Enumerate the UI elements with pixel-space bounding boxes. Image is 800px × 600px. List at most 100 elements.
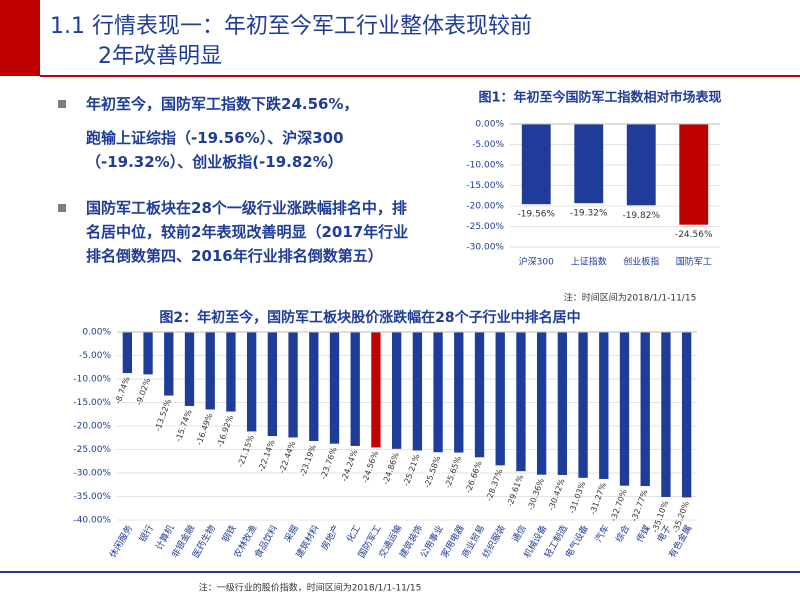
value-label: -22.44% [277, 440, 297, 475]
value-label: -16.49% [195, 412, 215, 447]
value-label: -23.76% [319, 446, 339, 481]
value-label: -24.56% [675, 230, 713, 240]
x-tick-label: 计算机 [153, 523, 177, 552]
value-label: -24.86% [381, 451, 401, 486]
bar [619, 332, 630, 486]
x-tick-label: 休闲服务 [107, 523, 135, 560]
value-label: -32.70% [609, 488, 629, 523]
x-tick-label: 通信 [509, 523, 528, 545]
y-tick-label: -15.00% [466, 181, 504, 191]
bar [516, 332, 526, 472]
bullet-text: 年初至今，国防军工指数下跌24.56%， [86, 95, 359, 113]
bar [626, 124, 656, 206]
bar [557, 332, 568, 475]
value-label: -25.58% [422, 454, 442, 489]
value-label: -24.56% [360, 450, 380, 485]
y-tick-label: -30.00% [466, 243, 504, 253]
bar [184, 332, 195, 406]
bar [267, 332, 278, 437]
x-tick-label: 银行 [136, 523, 155, 545]
value-label: -30.36% [526, 477, 546, 512]
value-label: -21.15% [236, 433, 256, 468]
bar [640, 332, 650, 487]
slide-title: 1.1 行情表现一：年初至今军工行业整体表现较前 [50, 14, 532, 39]
y-tick-label: -5.00% [79, 351, 111, 361]
y-tick-label: -30.00% [73, 469, 111, 479]
value-label: -19.32% [570, 209, 608, 219]
value-label: -25.65% [443, 455, 463, 490]
slide-title: 2年改善明显 [98, 44, 222, 69]
bar [578, 332, 588, 478]
value-label: -32.77% [630, 488, 650, 523]
bar [412, 332, 423, 451]
value-label: -19.82% [622, 211, 660, 221]
x-tick-label: 国防军工 [676, 256, 712, 268]
bar [574, 124, 604, 204]
value-label: -31.27% [588, 481, 608, 516]
chart-title: 图2：年初至今，国防军工板块股价涨跌幅在28个子行业中排名居中 [159, 309, 580, 326]
value-label: -19.56% [517, 210, 555, 220]
bar [205, 332, 215, 410]
bar [143, 332, 153, 375]
bar [433, 332, 443, 453]
bar [371, 332, 381, 448]
y-tick-label: 0.00% [82, 328, 111, 338]
value-label: -31.03% [567, 480, 587, 515]
value-label: -25.21% [402, 453, 422, 488]
bullet-text: 国防军工板块在28个一级行业涨跌幅排名中，排名居中位，较前2年表现改善明显（20… [86, 199, 409, 265]
bar [350, 332, 360, 446]
bar [454, 332, 464, 453]
value-label: -30.42% [547, 477, 567, 512]
chart-title: 图1：年初至今国防军工指数相对市场表现 [478, 90, 721, 106]
chart-note: 注：时间区间为2018/1/1-11/15 [564, 292, 697, 304]
bar [474, 332, 485, 458]
y-tick-label: -10.00% [466, 161, 504, 171]
value-label: -16.92% [215, 414, 235, 449]
bar [599, 332, 609, 479]
value-label: -24.24% [340, 448, 360, 483]
x-tick-label: 创业板指 [623, 256, 659, 268]
y-tick-label: -15.00% [73, 398, 111, 408]
bar [679, 124, 709, 225]
bar [329, 332, 340, 444]
bullet: 年初至今，国防军工指数下跌24.56%， 跑输上证综指（-19.56%）、沪深3… [58, 92, 418, 174]
x-tick-label: 钢铁 [219, 523, 238, 545]
y-tick-label: -35.00% [73, 492, 111, 502]
x-tick-label: 采掘 [281, 523, 300, 545]
y-tick-label: -25.00% [466, 222, 504, 232]
bar [661, 332, 671, 497]
bar [536, 332, 547, 475]
bar [391, 332, 402, 449]
bar [681, 332, 692, 498]
y-tick-label: -20.00% [466, 202, 504, 212]
x-tick-label: 上证指数 [571, 256, 607, 268]
y-tick-label: -20.00% [73, 422, 111, 432]
y-tick-label: -25.00% [73, 445, 111, 455]
bar [309, 332, 319, 441]
x-tick-label: 房地产 [318, 523, 342, 552]
y-tick-label: 0.00% [475, 120, 504, 130]
y-tick-label: -5.00% [472, 140, 504, 150]
value-label: -8.74% [113, 375, 131, 405]
x-tick-label: 沪深300 [519, 256, 554, 268]
x-tick-label: 传媒 [634, 523, 653, 545]
bar [521, 124, 551, 205]
bar [226, 332, 236, 412]
x-tick-label: 化工 [344, 523, 363, 545]
title-accent [0, 0, 40, 76]
value-label: -15.74% [174, 408, 194, 443]
bar [122, 332, 133, 374]
bar [495, 332, 505, 466]
bar [288, 332, 298, 438]
value-label: -26.66% [464, 459, 484, 494]
bar [164, 332, 174, 396]
x-tick-label: 汽车 [592, 523, 611, 545]
value-label: -22.14% [257, 438, 277, 473]
value-label: -29.61% [505, 473, 525, 508]
bullet-text: 跑输上证综指（-19.56%）、沪深300（-19.32%）、创业板指(-19.… [86, 129, 344, 171]
x-tick-label: 综合 [613, 523, 632, 545]
bullet: 国防军工板块在28个一级行业涨跌幅排名中，排名居中位，较前2年表现改善明显（20… [58, 196, 418, 268]
bar [246, 332, 257, 432]
y-tick-label: -40.00% [73, 516, 111, 526]
